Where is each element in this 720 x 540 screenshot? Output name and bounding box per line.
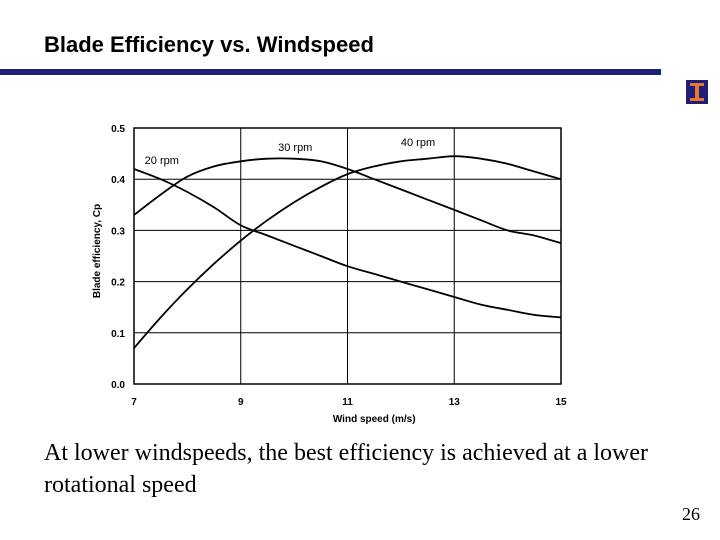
x-axis-label: Wind speed (m/s): [333, 414, 416, 425]
x-tick-label: 13: [449, 397, 461, 408]
title-rule: [0, 69, 661, 75]
y-tick-label: 0.0: [111, 380, 125, 391]
series-line-30-rpm: [133, 168, 562, 319]
series-label: 20 rpm: [145, 155, 179, 167]
y-axis-label: Blade efficiency, Cp: [92, 204, 103, 298]
y-tick-label: 0.5: [111, 124, 125, 135]
university-logo-icon: [684, 78, 710, 106]
x-tick-label: 11: [342, 397, 353, 408]
series-line-20-rpm: [133, 157, 562, 245]
series-line-40-rpm: [133, 155, 562, 349]
x-tick-label: 15: [555, 397, 567, 408]
efficiency-chart: 7 9 11 13 15 0.0 0.1 0.2 0.3 0.4 0.5 20 rpm 30 rpm 4…: [92, 124, 567, 425]
y-tick-label: 0.2: [111, 278, 125, 289]
slide-title: Blade Efficiency vs. Windspeed: [44, 32, 374, 57]
slide-caption: At lower windspeeds, the best efficiency…: [44, 440, 649, 498]
x-tick-label: 7: [131, 397, 137, 408]
y-tick-label: 0.4: [111, 175, 125, 186]
y-tick-label: 0.1: [111, 329, 125, 340]
x-tick-label: 9: [238, 397, 244, 408]
series-label: 40 rpm: [401, 137, 435, 149]
y-tick-label: 0.3: [111, 226, 125, 237]
series-label: 30 rpm: [278, 142, 312, 154]
plot-frame: [133, 127, 562, 385]
page-number: 26: [682, 504, 700, 524]
